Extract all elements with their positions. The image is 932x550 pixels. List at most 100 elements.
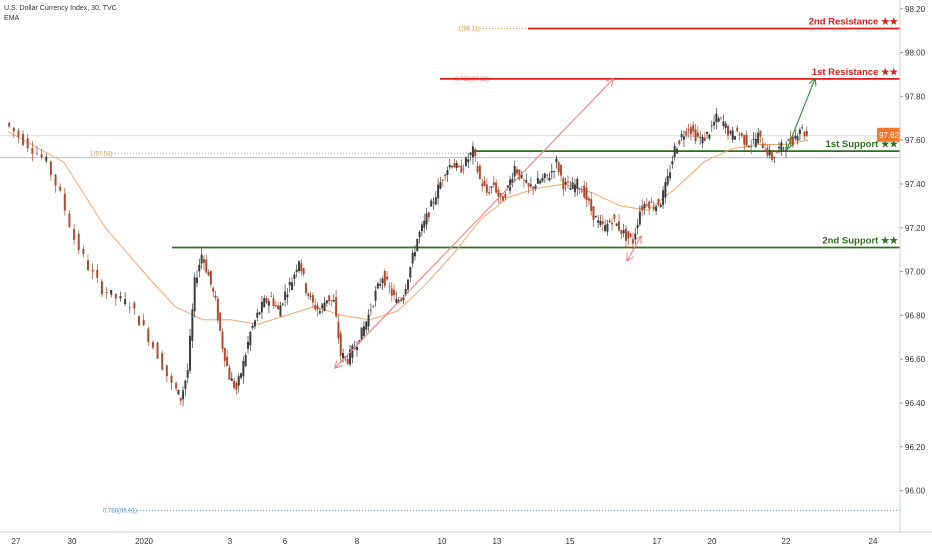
candle-body — [219, 312, 222, 331]
x-tick-label: 27 — [12, 537, 21, 546]
candle-body — [620, 230, 623, 234]
candle-body — [22, 134, 25, 145]
candle-body — [771, 152, 774, 160]
candle-body — [655, 206, 658, 212]
x-tick-label: 6 — [283, 537, 288, 546]
trend-arrows — [335, 79, 815, 368]
candle-body — [298, 261, 301, 272]
candle-body — [592, 206, 595, 220]
candle-body — [205, 259, 208, 273]
candle-body — [284, 291, 287, 301]
candle-body — [550, 170, 553, 173]
candle-body — [796, 136, 799, 141]
candle-body — [483, 180, 486, 186]
candle-body — [151, 342, 154, 348]
candle-body — [564, 181, 567, 185]
candle-body — [527, 183, 530, 187]
candle-body — [413, 252, 416, 257]
candle-body — [230, 378, 233, 381]
candle-body — [240, 373, 243, 378]
candle-body — [694, 129, 697, 142]
candle-body — [54, 174, 57, 186]
candle-body — [82, 248, 85, 254]
candle-body — [766, 148, 769, 156]
candle-body — [611, 222, 614, 225]
candle-body — [567, 181, 569, 183]
candle-body — [722, 121, 725, 126]
candle-body — [608, 220, 611, 223]
candle-body — [627, 231, 630, 239]
candle-body — [383, 271, 386, 286]
candle-body — [548, 177, 551, 181]
candle-body — [182, 390, 185, 400]
candle-body — [467, 159, 470, 162]
candle-body — [666, 175, 669, 185]
x-tick-label: 24 — [869, 537, 878, 546]
candle-body — [332, 300, 335, 302]
candle-body — [369, 310, 372, 312]
candle-body — [485, 184, 488, 193]
x-tick-label: 15 — [566, 537, 575, 546]
candle-body — [599, 220, 602, 226]
x-tick-label: 22 — [782, 537, 791, 546]
candle-body — [40, 154, 43, 158]
candle-body — [191, 309, 194, 341]
level-lines: 1(98.11) 0.786(97.88) 1(97.54) 0.786(95.91) — [90, 26, 900, 514]
x-tick-label: 17 — [653, 537, 662, 546]
candle-body — [189, 335, 192, 371]
candle-body — [87, 260, 89, 271]
time-axis[interactable]: 27 30 2020 3 6 8 10 13 15 17 20 22 24 — [0, 531, 932, 546]
fib-label: 1(98.11) — [458, 26, 480, 32]
candle-body — [195, 277, 198, 284]
candle-body — [729, 131, 732, 134]
candle-body — [636, 224, 639, 229]
candle-body — [374, 290, 377, 301]
y-tick-label: 97.80 — [905, 92, 926, 101]
candle-body — [321, 304, 324, 308]
candle-body — [31, 148, 34, 154]
candle-body — [775, 152, 778, 154]
candle-body — [237, 376, 240, 386]
candle-body — [223, 347, 226, 362]
candle-body — [525, 180, 528, 183]
candle-body — [49, 161, 52, 175]
price-axis[interactable]: 98.20 98.00 97.80 97.60 97.40 97.20 97.00 96.80… — [899, 0, 932, 550]
candle-body — [601, 221, 604, 224]
candle-body — [613, 214, 616, 219]
candle-body — [703, 137, 706, 141]
candle-body — [618, 221, 621, 231]
candle-body — [161, 353, 164, 370]
candle-body — [710, 125, 713, 127]
candle-body — [156, 342, 159, 359]
candle-body — [288, 281, 291, 286]
candle-body — [536, 178, 539, 184]
candle-body — [754, 138, 757, 147]
candle-body — [100, 281, 103, 295]
candle-body — [462, 168, 465, 170]
candle-body — [740, 133, 743, 136]
candle-body — [784, 149, 787, 152]
candle-body — [481, 183, 484, 187]
candle-body — [673, 146, 676, 157]
candle-body — [437, 184, 440, 199]
candle-body — [307, 293, 310, 297]
candle-body — [515, 169, 518, 174]
candle-body — [244, 354, 247, 367]
candle-body — [411, 252, 414, 264]
candle-body — [794, 135, 797, 139]
candle-body — [302, 268, 305, 275]
candle-body — [351, 345, 354, 358]
candle-body — [708, 134, 711, 139]
candle-body — [662, 190, 665, 205]
candle-body — [541, 177, 544, 182]
candle-body — [534, 185, 537, 189]
candle-body — [247, 341, 249, 349]
candle-body — [571, 182, 574, 189]
candle-body — [423, 220, 426, 228]
candle-body — [124, 299, 127, 305]
y-tick-label: 98.20 — [905, 5, 926, 14]
candle-body — [138, 316, 141, 326]
candle-body — [256, 312, 259, 318]
candle-body — [110, 289, 113, 295]
